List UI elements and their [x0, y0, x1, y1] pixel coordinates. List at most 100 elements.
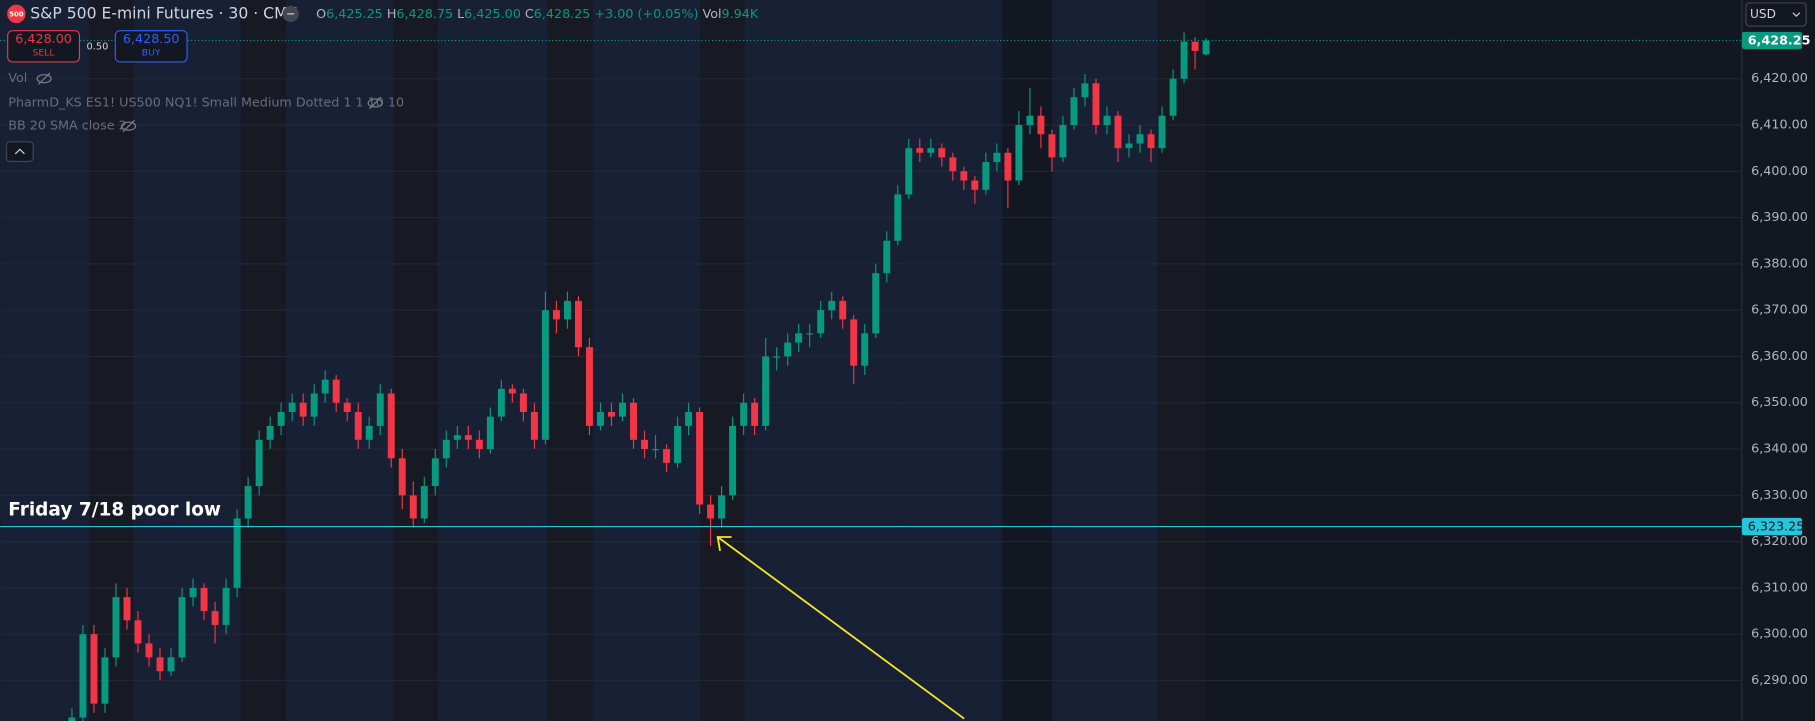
- candle-body: [233, 518, 241, 588]
- candle-body: [574, 300, 582, 348]
- candle-body: [211, 611, 219, 625]
- candle-body: [563, 300, 571, 320]
- candle-body: [872, 273, 880, 334]
- buy-label: BUY: [142, 48, 161, 59]
- candle-body: [1136, 134, 1144, 144]
- candle-body: [321, 379, 329, 394]
- h-value: 6,428.75: [396, 6, 453, 21]
- eye-icons[interactable]: [36, 72, 383, 133]
- candle-body: [475, 439, 483, 450]
- candle-body: [762, 356, 770, 426]
- candle-body: [1026, 115, 1034, 125]
- candle-body: [916, 148, 924, 153]
- candle-body: [784, 342, 792, 357]
- session-band: [897, 0, 1003, 721]
- buy-button[interactable]: [114, 30, 188, 63]
- candle-body: [486, 416, 494, 450]
- collapse-icon: [14, 148, 25, 155]
- session-band: [286, 0, 394, 721]
- o-value: 6,425.25: [326, 6, 383, 21]
- candle-body: [431, 458, 439, 487]
- currency: USD: [1750, 7, 1776, 21]
- off-session-band: [1157, 0, 1207, 721]
- candle-body: [949, 157, 957, 172]
- candle-body: [387, 393, 395, 459]
- candle-body: [519, 393, 527, 412]
- candle-body: [806, 333, 814, 335]
- last-price-box: [1741, 31, 1803, 50]
- sell-button[interactable]: [7, 30, 81, 63]
- grid: [0, 78, 1742, 682]
- sell-price: 6,428.00: [15, 32, 72, 47]
- candle-body: [608, 412, 615, 417]
- plot: Friday 7/18 poor low: [0, 32, 1742, 721]
- session-band: [1052, 0, 1158, 721]
- y-tick-label: 6,380.00: [1751, 256, 1808, 271]
- l-value: 6,425.00: [464, 6, 521, 21]
- candle-body: [773, 356, 781, 358]
- candle-body: [101, 657, 109, 704]
- candle-body: [68, 717, 76, 721]
- session-band: [437, 0, 548, 721]
- candle-body: [288, 402, 296, 412]
- candle-body: [641, 439, 648, 450]
- price-axis: 6,290.00 6,300.00 6,310.00 6,320.00 6,330.00…: [1741, 31, 1811, 688]
- level-label: 6,323.25: [1748, 520, 1805, 535]
- level-annotation: Friday 7/18 poor low: [8, 499, 221, 520]
- candle-body: [552, 310, 560, 320]
- candle-body: [266, 425, 274, 440]
- candle-body: [1103, 115, 1111, 125]
- candle-body: [464, 435, 472, 440]
- session-band: [744, 0, 898, 721]
- collapse-button[interactable]: [5, 141, 34, 163]
- candle-body: [343, 402, 351, 412]
- symbol-title[interactable]: S&P 500 E-mini Futures · 30 · CME: [30, 4, 297, 22]
- l-label: L: [457, 6, 465, 21]
- y-tick-label: 6,330.00: [1751, 488, 1808, 503]
- indicator-label[interactable]: BB 20 SMA close 2: [8, 119, 126, 134]
- candle-body: [850, 319, 858, 366]
- candle-body: [1092, 83, 1100, 125]
- vol-value: 9.94K: [722, 6, 759, 21]
- candle-body: [156, 657, 164, 672]
- vol-label: Vol: [703, 6, 722, 21]
- symbol-icon-text: 500: [9, 10, 24, 18]
- candle-body: [79, 634, 87, 718]
- y-tick-label: 6,350.00: [1751, 395, 1808, 410]
- y-tick-label: 6,390.00: [1751, 210, 1808, 225]
- candle-body: [189, 587, 197, 598]
- candle-body: [652, 449, 659, 451]
- candle-body: [244, 486, 252, 519]
- indicator-label[interactable]: Vol: [8, 71, 27, 86]
- off-session-band: [700, 0, 745, 721]
- off-session-band: [547, 0, 593, 721]
- candle-body: [255, 439, 263, 487]
- candle-body: [145, 643, 153, 658]
- last-price-label: 6,428.25: [1748, 34, 1811, 49]
- candle-body: [938, 148, 946, 158]
- candle-body: [530, 412, 538, 440]
- ohlc-legend: O6,425.25 H6,428.75 L6,425.00 C6,428.25 …: [316, 6, 759, 21]
- candle-body: [707, 504, 715, 519]
- candle-body: [960, 171, 968, 181]
- candle-body: [729, 425, 737, 496]
- candle-body: [277, 412, 285, 426]
- candle-body: [1015, 124, 1023, 181]
- candle-body: [740, 402, 748, 426]
- indicator-label[interactable]: PharmD_KS ES1! US500 NQ1! Small Medium D…: [8, 96, 404, 111]
- candle-body: [453, 435, 461, 440]
- candle-body: [696, 412, 704, 505]
- level-box: [1741, 517, 1803, 536]
- candle-body: [817, 310, 825, 334]
- candle-body: [795, 333, 803, 343]
- candle-body: [663, 449, 671, 463]
- candle-body: [376, 393, 384, 426]
- y-tick-label: 6,370.00: [1751, 303, 1808, 318]
- candle-body: [442, 439, 450, 459]
- currency-button[interactable]: [1745, 2, 1807, 27]
- candle-body: [861, 333, 869, 366]
- candle-body: [751, 402, 759, 426]
- candle-body: [883, 240, 891, 274]
- currency-caret: [1792, 12, 1801, 18]
